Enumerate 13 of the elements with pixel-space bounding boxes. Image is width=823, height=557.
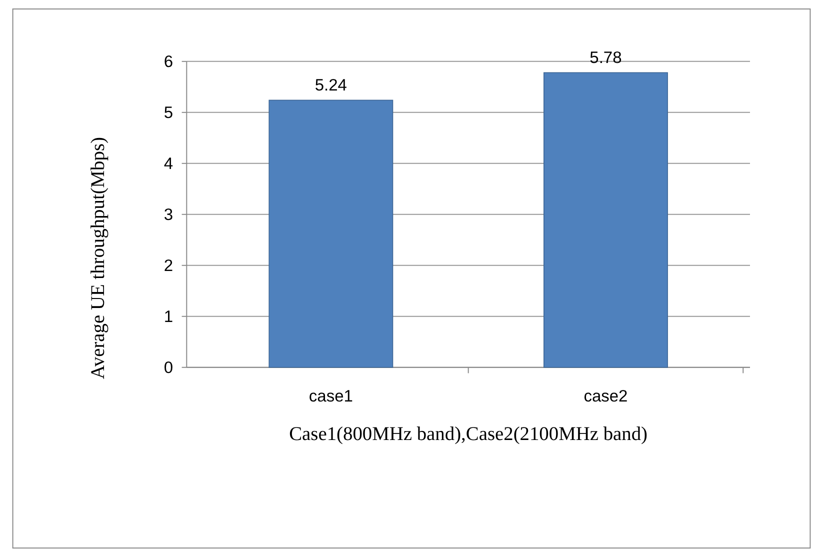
y-axis-title: Average UE throughput(Mbps) — [88, 137, 110, 380]
x-tick-label: case1 — [308, 387, 353, 406]
y-tick-label: 6 — [164, 53, 174, 72]
y-tick-label: 4 — [164, 155, 174, 174]
y-tick-label: 1 — [164, 308, 174, 326]
x-tick-label: case2 — [584, 387, 628, 406]
y-tick-label: 2 — [164, 257, 174, 276]
data-label: 5.24 — [314, 76, 347, 94]
y-tick-label: 3 — [164, 206, 174, 224]
x-axis-title: Case1(800MHz band),Case2(2100MHz band) — [289, 424, 648, 446]
y-tick-label: 0 — [164, 359, 174, 378]
y-tick-label: 5 — [164, 104, 174, 122]
data-label: 5.78 — [590, 48, 622, 67]
